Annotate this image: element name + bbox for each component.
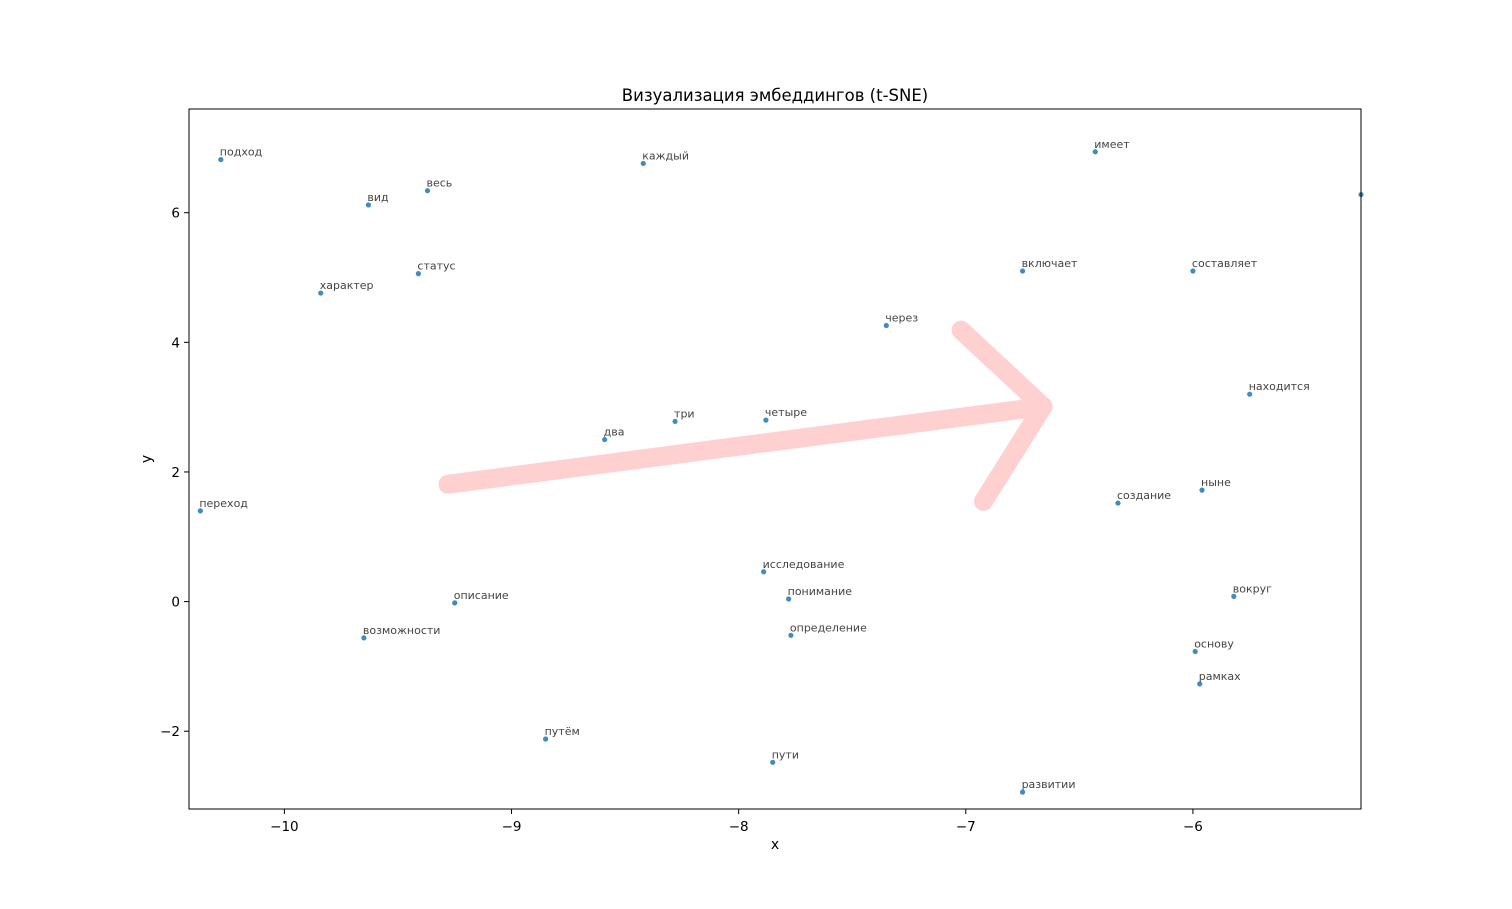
x-tick-label: −10 [270, 819, 299, 835]
point-label: через [885, 311, 918, 324]
point-label: три [674, 407, 695, 420]
data-point [788, 632, 794, 638]
x-tick-label: −6 [1183, 819, 1203, 835]
point-label: переход [199, 497, 248, 510]
x-tick-label: −9 [502, 819, 522, 835]
point-label: определение [790, 621, 867, 634]
data-point [602, 436, 608, 443]
data-point [672, 418, 678, 425]
data-point [761, 569, 767, 575]
x-tick-label: −8 [729, 819, 749, 835]
point-label: составляет [1192, 257, 1258, 270]
point-label: исследование [763, 558, 845, 571]
point-label: основу [1194, 638, 1234, 651]
point-label: подход [220, 146, 263, 159]
point-label: имеет [1094, 138, 1130, 151]
point-label: вокруг [1233, 582, 1272, 595]
y-axis-ticks: −2 0 2 4 6 [160, 206, 189, 740]
point-label: статус [417, 260, 455, 273]
data-point [424, 188, 431, 194]
point-label: рамках [1199, 670, 1241, 683]
data-point [883, 322, 889, 329]
data-point [1199, 487, 1205, 493]
data-point [365, 202, 372, 208]
data-point [1019, 789, 1026, 795]
y-tick-label: 2 [171, 465, 180, 481]
data-point [786, 596, 792, 602]
data-point [763, 417, 769, 423]
y-tick-label: 6 [171, 206, 180, 222]
data-point [1190, 268, 1196, 274]
data-point [1019, 268, 1026, 274]
data-point [361, 635, 367, 641]
point-label: путём [545, 725, 580, 738]
point-label: каждый [642, 149, 689, 162]
arrow-shaft [438, 397, 1053, 494]
data-point [1231, 593, 1237, 600]
point-label: весь [426, 177, 452, 190]
data-point [640, 160, 646, 167]
point-label: характер [320, 279, 374, 292]
point-label: включает [1022, 257, 1078, 270]
point-label: возможности [363, 624, 441, 637]
x-tick-label: −7 [956, 819, 976, 835]
point-label: находится [1249, 380, 1310, 393]
chart-title: Визуализация эмбеддингов (t-SNE) [622, 86, 928, 105]
point-label: четыре [765, 406, 807, 419]
point-label: создание [1117, 489, 1171, 502]
x-axis-ticks: −10 −9 −8 −7 −6 [270, 809, 1203, 835]
data-point [318, 290, 324, 296]
point-label: понимание [788, 585, 853, 598]
point-label: развитии [1022, 778, 1076, 791]
data-point [415, 271, 422, 277]
point-label: два [604, 426, 625, 439]
data-point [197, 508, 203, 514]
data-point [1247, 391, 1253, 397]
data-point [542, 736, 549, 742]
point-label: вид [367, 191, 389, 204]
annotation-arrow-layer [438, 320, 1053, 511]
data-point [218, 156, 224, 163]
plot-frame [188, 108, 1362, 810]
point-label: ныне [1201, 476, 1231, 489]
data-point [770, 759, 776, 765]
x-axis-label: x [771, 837, 779, 853]
data-point [1197, 681, 1203, 687]
point-label: описание [454, 589, 509, 602]
points-layer: подход вид весь каждый имеет статус характер вк… [197, 138, 1364, 795]
point-label: пути [772, 748, 799, 761]
y-axis-label: y [139, 455, 155, 463]
data-point [1115, 500, 1121, 506]
data-point [1092, 149, 1098, 155]
data-point [452, 600, 458, 606]
y-tick-label: 4 [171, 335, 180, 351]
y-tick-label: 0 [171, 595, 180, 611]
arrow-head [951, 320, 1053, 511]
data-point [1192, 648, 1198, 655]
y-tick-label: −2 [160, 724, 180, 740]
